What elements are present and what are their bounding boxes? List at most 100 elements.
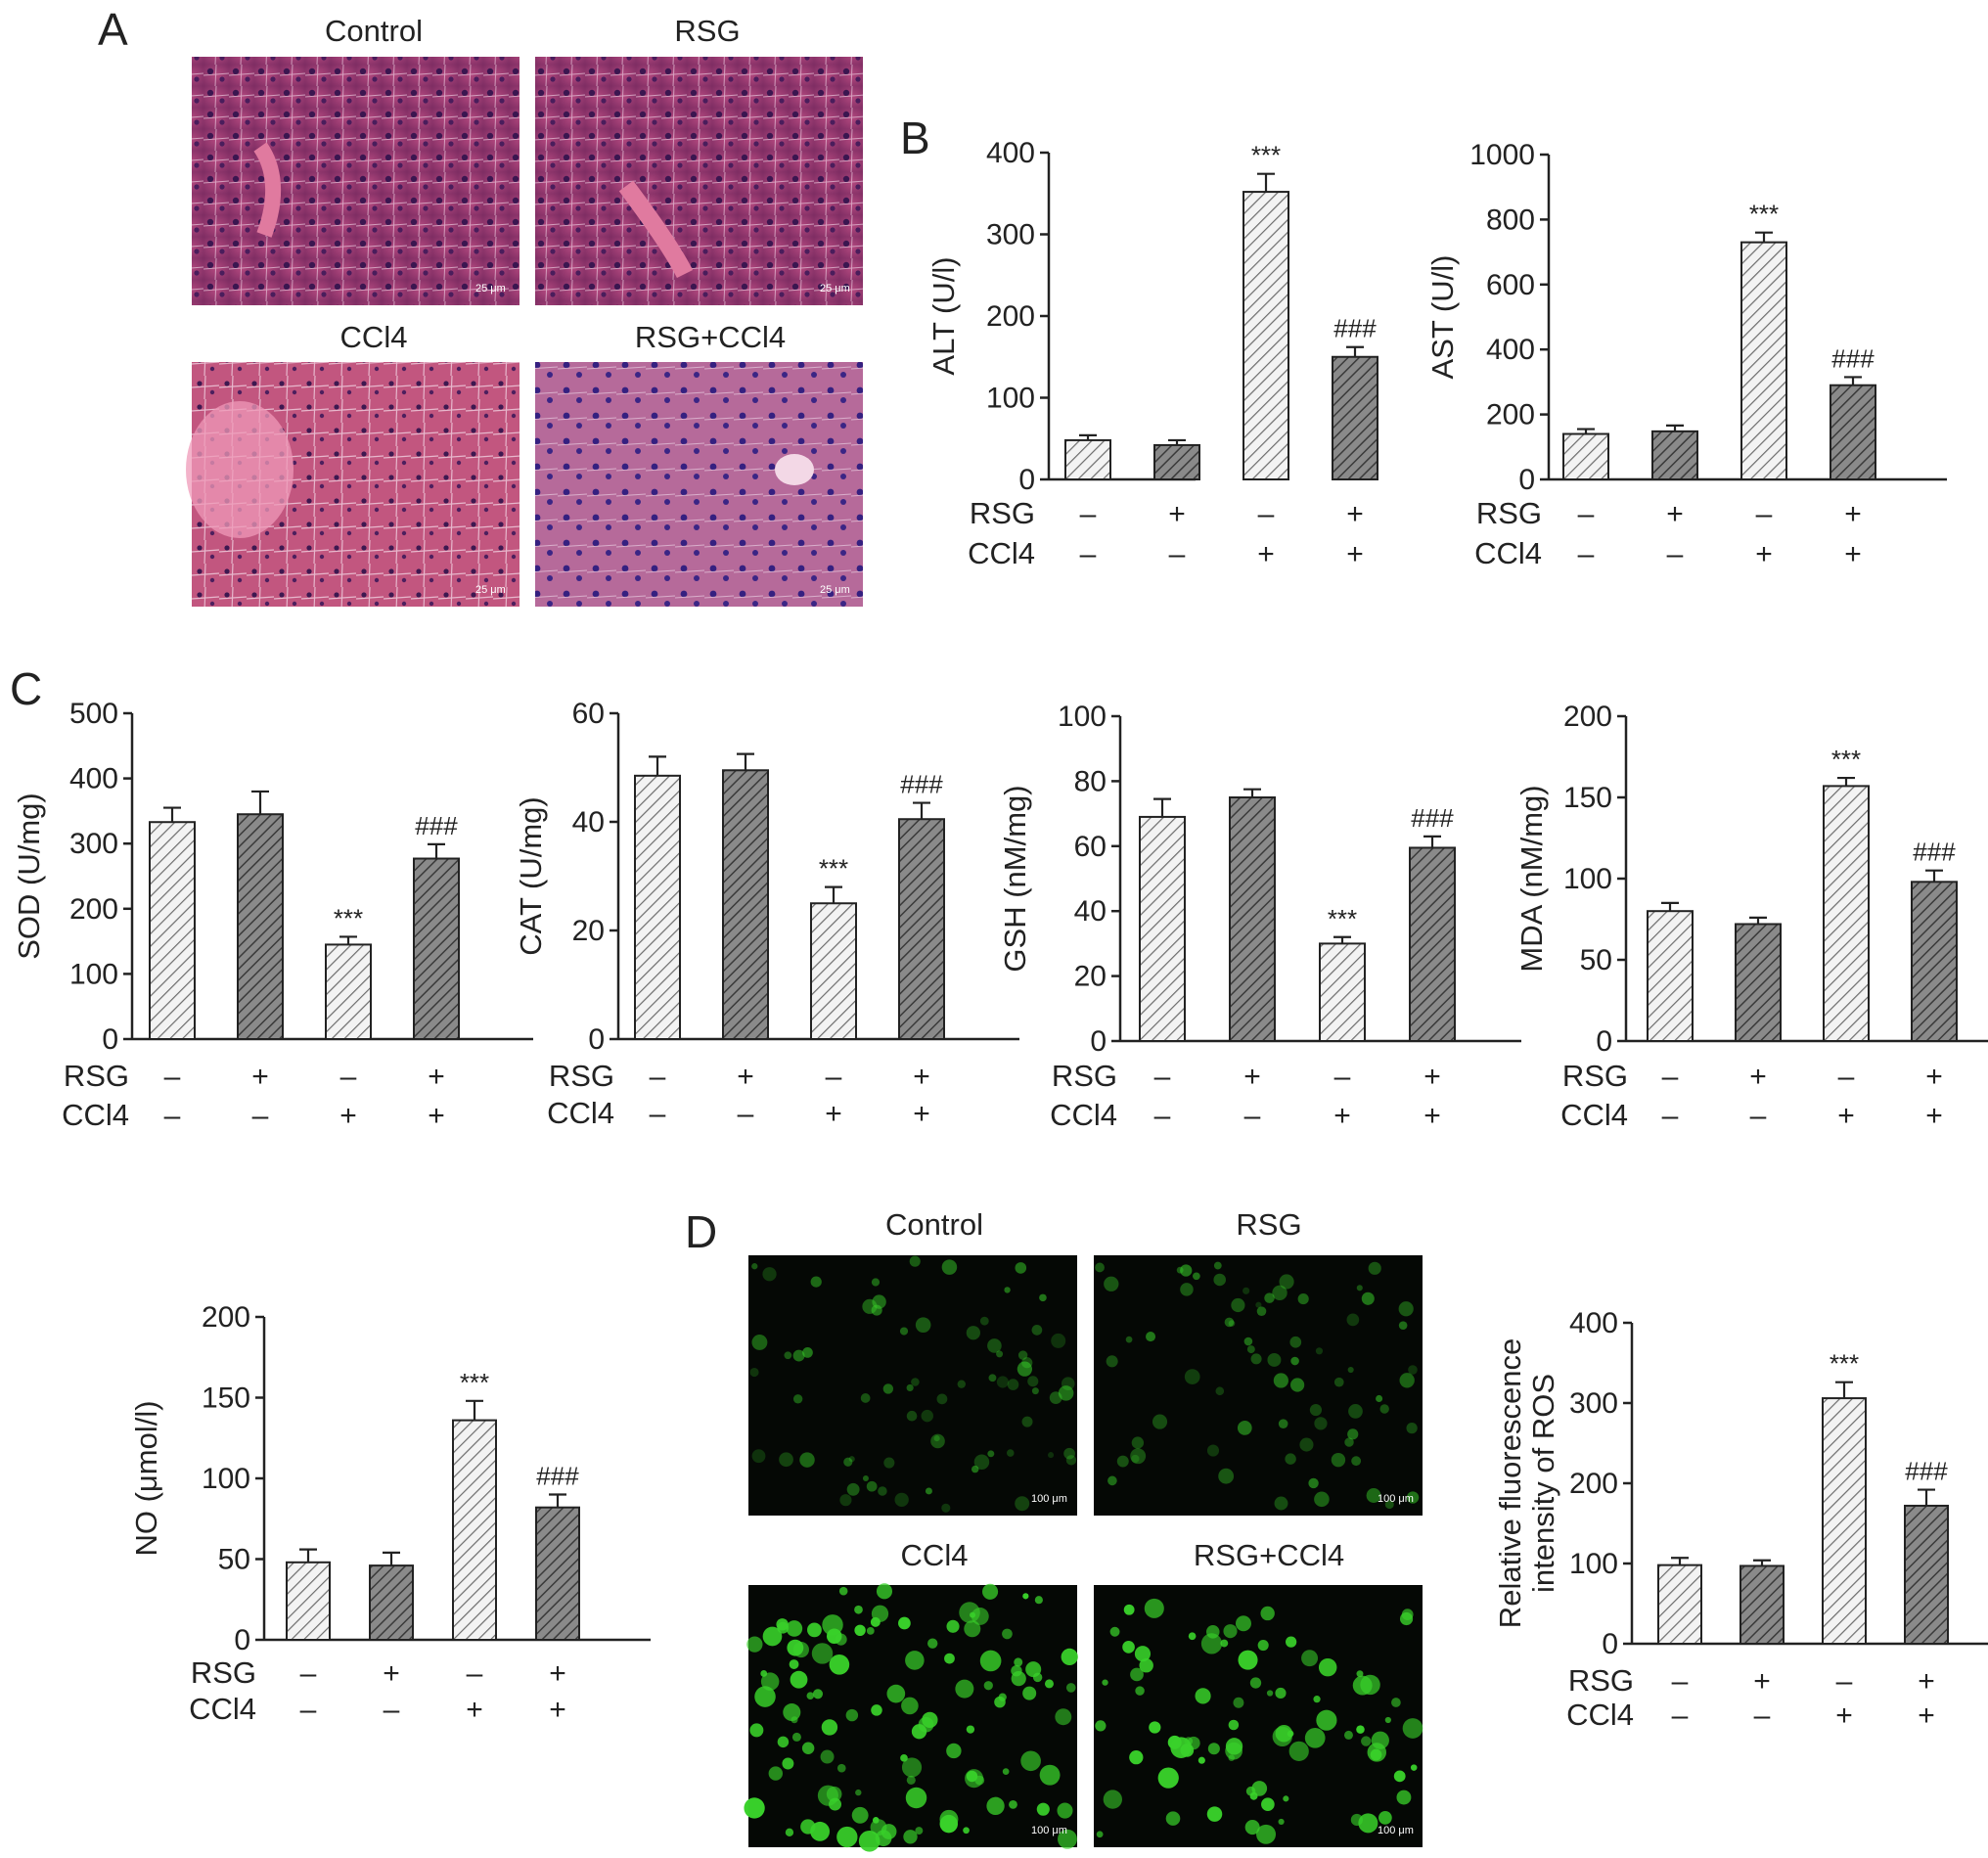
y-tick-label: 200 <box>202 1301 250 1334</box>
bar <box>369 1564 414 1641</box>
rsg-sign: + <box>913 1061 930 1093</box>
y-tick-label: 0 <box>1018 464 1035 496</box>
ccl4-sign: + <box>1755 538 1773 570</box>
fluorescent-cell <box>966 1725 975 1734</box>
scale-bar-label: 25 μm <box>820 584 850 596</box>
row-label-ccl4: CCl4 <box>1050 1098 1117 1132</box>
fluorescent-cell <box>1017 1361 1033 1377</box>
fluorescent-cell <box>1009 1799 1017 1809</box>
fluorescent-cell <box>751 1335 768 1350</box>
fluorescent-cell <box>987 1338 1002 1353</box>
fluorescent-cell <box>915 1317 931 1333</box>
fluorescent-cell <box>1249 1677 1262 1689</box>
bar <box>1319 942 1366 1043</box>
row-label-rsg: RSG <box>1568 1663 1634 1698</box>
fluorescent-cell <box>1184 1369 1200 1384</box>
y-tick-label: 40 <box>1074 895 1107 928</box>
bar <box>1911 881 1958 1042</box>
rsg-sign: + <box>1753 1665 1771 1698</box>
fluorescent-cell <box>941 1503 951 1513</box>
fluorescent-cell <box>941 1259 958 1275</box>
fluorescent-cell <box>1225 1742 1242 1760</box>
fluorescent-cell <box>836 1763 846 1773</box>
fluorescent-cell <box>886 1684 906 1703</box>
fluorescent-cell <box>1264 1292 1275 1303</box>
ccl4-sign: – <box>164 1100 181 1132</box>
y-tick-label: 200 <box>1486 399 1535 431</box>
fluorescent-cell <box>1020 1750 1041 1772</box>
fluorescent-cell <box>768 1766 784 1781</box>
rsg-sign: – <box>1838 1061 1855 1093</box>
fluorescent-cell <box>1286 1636 1297 1648</box>
y-tick-label: 40 <box>572 806 605 838</box>
ccl4-sign: – <box>738 1098 754 1130</box>
fluorescent-cell <box>760 1672 780 1691</box>
fluorescent-cell <box>1346 1313 1360 1327</box>
fluorescent-cell <box>1058 1385 1074 1401</box>
fluorescent-cell <box>876 1583 893 1600</box>
micrograph-title-ccl4: CCl4 <box>340 320 408 354</box>
fluorescent-cell <box>966 1326 980 1340</box>
fluorescent-cell <box>866 1627 875 1635</box>
fluorescent-cell <box>1123 1604 1135 1615</box>
fluorescent-cell <box>1308 1477 1319 1489</box>
fluorescent-cell <box>906 1383 914 1392</box>
row-label-rsg: RSG <box>1562 1059 1628 1093</box>
fluorescent-cell <box>791 1716 798 1724</box>
fluorescent-cell <box>1361 1292 1375 1305</box>
fluorescent-cell <box>966 1770 978 1783</box>
fluorescent-cell <box>836 1826 858 1848</box>
fluorescent-cell <box>1095 1720 1107 1732</box>
y-tick-label: 200 <box>1563 701 1612 733</box>
y-tick-label: 300 <box>69 828 118 860</box>
significance-label: ### <box>900 770 943 799</box>
fluorescent-cell <box>854 1605 863 1614</box>
y-axis-label-line: SOD (U/mg) <box>12 793 46 960</box>
ros-image-control: 100 μm <box>748 1255 1077 1516</box>
fluorescent-cell <box>791 1732 801 1742</box>
fluorescent-cell <box>1015 1496 1030 1512</box>
fluorescent-cell <box>1207 1743 1220 1755</box>
rsg-sign: – <box>826 1061 842 1093</box>
fluorescent-cell <box>1135 1686 1145 1696</box>
significance-label: *** <box>1830 1349 1859 1379</box>
y-tick-label: 200 <box>1569 1468 1618 1500</box>
y-tick-label: 0 <box>1090 1025 1107 1058</box>
y-tick-label: 400 <box>986 137 1035 169</box>
fluorescent-cell <box>786 1620 803 1637</box>
fluorescent-cell <box>1031 1325 1043 1336</box>
fluorescent-cell <box>872 1817 880 1824</box>
y-tick-label: 100 <box>69 958 118 990</box>
fluorescent-cell <box>1157 1767 1179 1789</box>
fluorescent-cell <box>1398 1321 1408 1330</box>
fluorescent-cell <box>862 1475 869 1482</box>
fluorescent-cell <box>749 1367 759 1378</box>
rsg-sign: + <box>549 1657 566 1690</box>
fluorescent-cell <box>806 1692 815 1699</box>
fluorescent-cell <box>878 1486 887 1496</box>
bar <box>1139 815 1186 1042</box>
fluorescent-cell <box>1200 1633 1223 1654</box>
fluorescent-cell <box>762 1267 777 1282</box>
row-label-ccl4: CCl4 <box>547 1096 614 1130</box>
fluorescent-cell <box>1205 1625 1220 1639</box>
panel-d-micrographs: Control RSG CCl4 RSG+CCl4 100 μm 100 μm … <box>744 1207 1423 1852</box>
fluorescent-cell <box>1358 1813 1378 1834</box>
bar <box>1740 1564 1785 1645</box>
y-axis-label: MDA (nM/mg) <box>1514 785 1549 972</box>
fluorescent-cell <box>1391 1698 1401 1707</box>
significance-label: *** <box>1831 745 1861 774</box>
fluorescent-cell <box>1006 1449 1015 1457</box>
fluorescent-cell <box>964 1620 981 1638</box>
fluorescent-cell <box>1347 1428 1359 1440</box>
fluorescent-cell <box>1213 1273 1226 1287</box>
y-axis-label: GSH (nM/mg) <box>998 785 1032 972</box>
rsg-sign: – <box>300 1657 317 1690</box>
fluorescent-cell <box>1235 1615 1251 1632</box>
y-axis-label-line: intensity of ROS <box>1526 1374 1560 1593</box>
fluorescent-cell <box>1096 1831 1104 1838</box>
fluorescent-cell <box>944 1653 955 1664</box>
fluorescent-cell <box>939 1814 959 1834</box>
fluorescent-cell <box>1144 1598 1164 1618</box>
